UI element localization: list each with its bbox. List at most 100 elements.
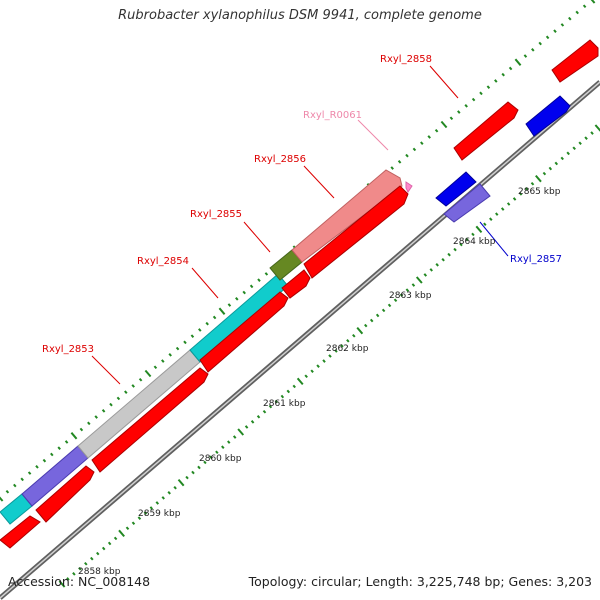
gene-label-rxyl-2856[interactable]: Rxyl_2856	[254, 154, 306, 165]
gene-red-lower-3[interactable]	[91, 367, 209, 473]
ruler-tick	[94, 415, 98, 419]
ruler-tick	[167, 491, 171, 495]
ruler-tick	[375, 313, 380, 318]
ruler-tick	[286, 389, 291, 394]
ruler-tick	[475, 225, 483, 234]
ruler-tick	[191, 470, 195, 475]
accession-text: Accession: NC_008148	[8, 574, 151, 589]
ruler-tick	[399, 293, 404, 297]
ruler-tick	[90, 556, 94, 561]
gene-label-rxyl-2857[interactable]: Rxyl_2857	[510, 254, 562, 265]
ruler-tick	[173, 485, 177, 490]
gene-label-rxyl-2855[interactable]: Rxyl_2855	[190, 209, 242, 220]
gene-blue-rev[interactable]	[435, 171, 477, 207]
gene-red-top-right[interactable]	[551, 39, 599, 83]
gene-cyan-rxyl-2854[interactable]	[189, 273, 289, 363]
ruler-tick	[50, 452, 54, 457]
ruler-tick	[175, 346, 180, 351]
ruler-tick	[340, 344, 344, 348]
kbp-labels: 2865 kbp 2864 kbp 2863 kbp 2862 kbp 2861…	[78, 187, 561, 577]
gene-red-lower-1[interactable]	[0, 515, 41, 549]
ruler-tick	[70, 432, 78, 440]
ruler-tick	[20, 477, 24, 482]
gene-blue-top-right[interactable]	[525, 95, 571, 137]
ruler-tick	[262, 409, 267, 414]
ruler-tick	[523, 54, 528, 58]
ruler-tick	[494, 79, 498, 83]
ruler-tick	[221, 445, 225, 449]
ruler-tick	[244, 425, 249, 429]
gene-pink-rxyl-2856[interactable]	[291, 169, 403, 263]
ruler-tick	[218, 307, 226, 315]
gene-label-rxyl-2853[interactable]: Rxyl_2853	[42, 344, 94, 355]
ruler-tick	[531, 48, 535, 52]
ruler-tick	[364, 323, 368, 328]
ruler-tick	[227, 440, 231, 444]
ruler-tick	[116, 396, 121, 401]
ruler-tick	[500, 207, 505, 211]
ruler-tick	[149, 506, 154, 510]
ruler-tick	[161, 359, 165, 363]
ruler-tick	[183, 340, 187, 345]
ruler-tick	[197, 465, 201, 470]
gene-red-lower-6[interactable]	[303, 185, 409, 279]
gene-label-rxyl-r0061[interactable]: Rxyl_R0061	[303, 110, 362, 121]
ruler-tick	[530, 181, 535, 186]
ruler-tick	[369, 318, 374, 323]
ruler-tick	[5, 489, 10, 494]
ruler-tick	[429, 268, 433, 272]
gene-red-lower-2[interactable]	[35, 465, 95, 523]
ruler-tick	[185, 475, 189, 480]
ruler-tick	[508, 66, 513, 71]
ruler-tick	[144, 369, 152, 378]
ruler-tick	[566, 151, 570, 156]
ruler-tick	[66, 577, 70, 581]
ruler-tick	[143, 511, 148, 515]
kbp-label-2865: 2865 kbp	[518, 187, 561, 197]
ruler-tick	[441, 257, 445, 262]
ruler-tick	[58, 580, 66, 588]
ruler-tick	[423, 273, 428, 277]
ruler-tick	[101, 409, 106, 413]
ruler-tick	[405, 288, 410, 292]
ruler-tick	[227, 303, 232, 307]
ruler-tick	[109, 402, 113, 407]
gene-label-rxyl-2854[interactable]: Rxyl_2854	[137, 256, 189, 267]
gene-purple-rxyl-2857[interactable]	[443, 183, 491, 223]
ruler-tick	[57, 446, 61, 450]
ruler-tick	[434, 128, 439, 133]
ruler-tick	[483, 222, 487, 227]
ruler-tick	[264, 272, 269, 276]
ruler-tick	[397, 160, 402, 164]
ruler-tick	[411, 283, 416, 287]
ruler-tick	[479, 91, 483, 96]
ruler-tick	[590, 0, 596, 4]
ruler-tick	[594, 124, 600, 132]
ruler-tick	[356, 326, 364, 335]
ruler-tick	[125, 526, 130, 531]
ruler-tick	[459, 242, 463, 247]
gene-trna-rxyl-r0061[interactable]	[405, 181, 413, 193]
ruler-tick	[352, 333, 356, 338]
ruler-tick	[84, 561, 88, 566]
gene-red-rxyl-2858[interactable]	[453, 101, 519, 161]
ruler-tick	[435, 263, 439, 267]
gene-red-lower-5[interactable]	[281, 269, 311, 299]
ruler-tick	[113, 536, 118, 541]
ruler-tick	[387, 303, 392, 308]
ruler-tick	[572, 146, 576, 151]
ruler-tick	[249, 284, 254, 289]
kbp-label-2862: 2862 kbp	[326, 344, 369, 354]
gene-label-rxyl-2858[interactable]: Rxyl_2858	[380, 54, 432, 65]
ruler-tick	[96, 551, 100, 556]
ruler-tick	[447, 252, 451, 257]
ruler-tick	[274, 399, 279, 404]
ruler-tick	[235, 297, 239, 301]
ruler-tick	[72, 572, 76, 576]
genome-stats: Topology: circular; Length: 3,225,748 bp…	[248, 574, 592, 589]
gene-red-lower-4[interactable]	[199, 291, 289, 373]
ruler-tick	[590, 131, 594, 135]
ruler-tick	[131, 521, 136, 525]
ruler-tick	[489, 217, 493, 221]
